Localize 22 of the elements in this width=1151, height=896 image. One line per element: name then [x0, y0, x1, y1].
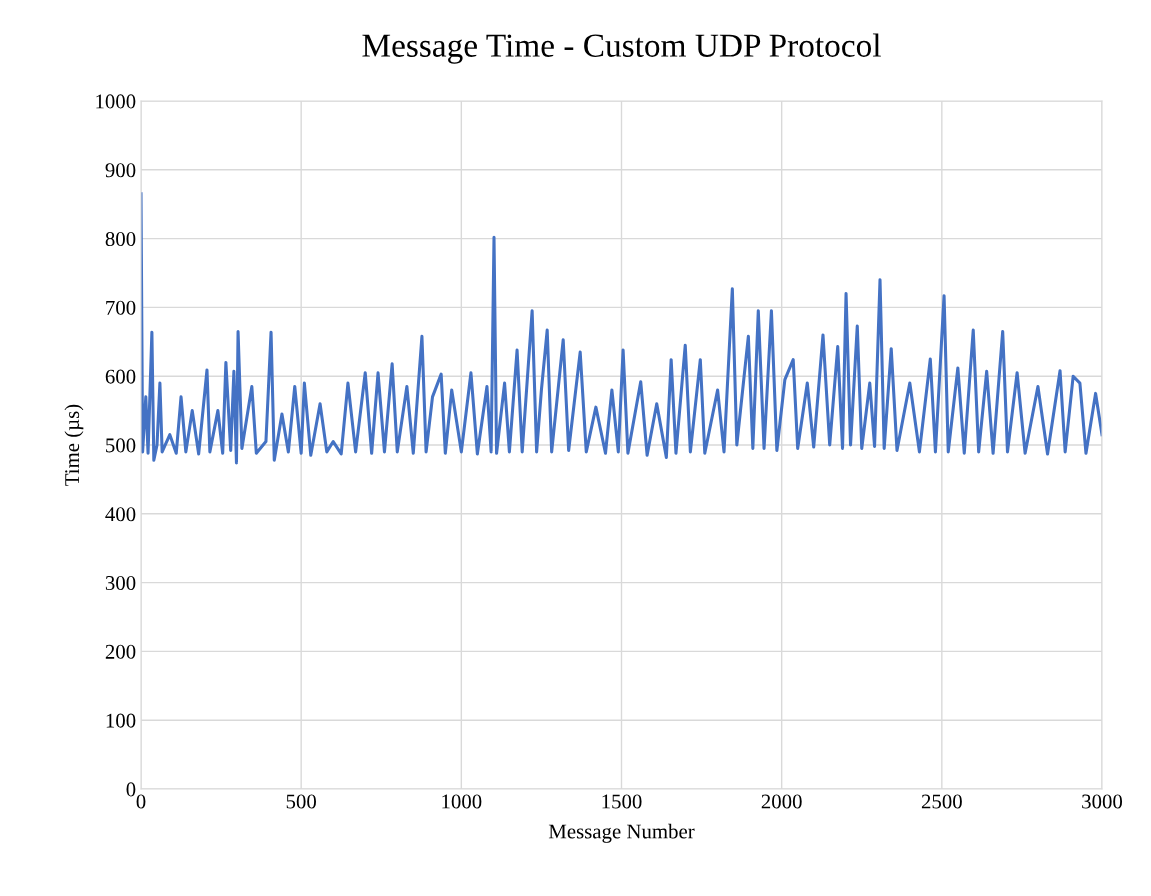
y-tick-label: 300 — [105, 575, 136, 591]
y-tick-label: 0 — [126, 782, 136, 797]
y-tick-label: 800 — [105, 231, 136, 247]
y-tick-label: 100 — [106, 713, 136, 728]
x-tick-label: 1500 — [602, 794, 642, 809]
y-axis-title: Time (µs) — [64, 404, 84, 486]
y-tick-label: 500 — [106, 438, 136, 453]
y-tick-label: 400 — [105, 507, 136, 522]
line-series — [141, 192, 1102, 465]
x-axis-title: Message Number — [548, 823, 695, 843]
chart-title: Message Time - Custom UDP Protocol — [362, 33, 881, 64]
x-tick-label: 500 — [286, 794, 316, 809]
x-tick-label: 1000 — [442, 794, 482, 809]
y-tick-label: 700 — [106, 300, 136, 315]
x-tick-label: 0 — [136, 794, 146, 809]
x-tick-label: 3000 — [1082, 794, 1123, 809]
x-tick-label: 2000 — [761, 794, 802, 809]
y-tick-label: 600 — [105, 369, 136, 384]
y-tick-label: 1000 — [96, 94, 136, 109]
x-tick-label: 2500 — [921, 794, 962, 809]
y-tick-label: 200 — [105, 644, 136, 659]
y-tick-label: 900 — [105, 163, 136, 178]
